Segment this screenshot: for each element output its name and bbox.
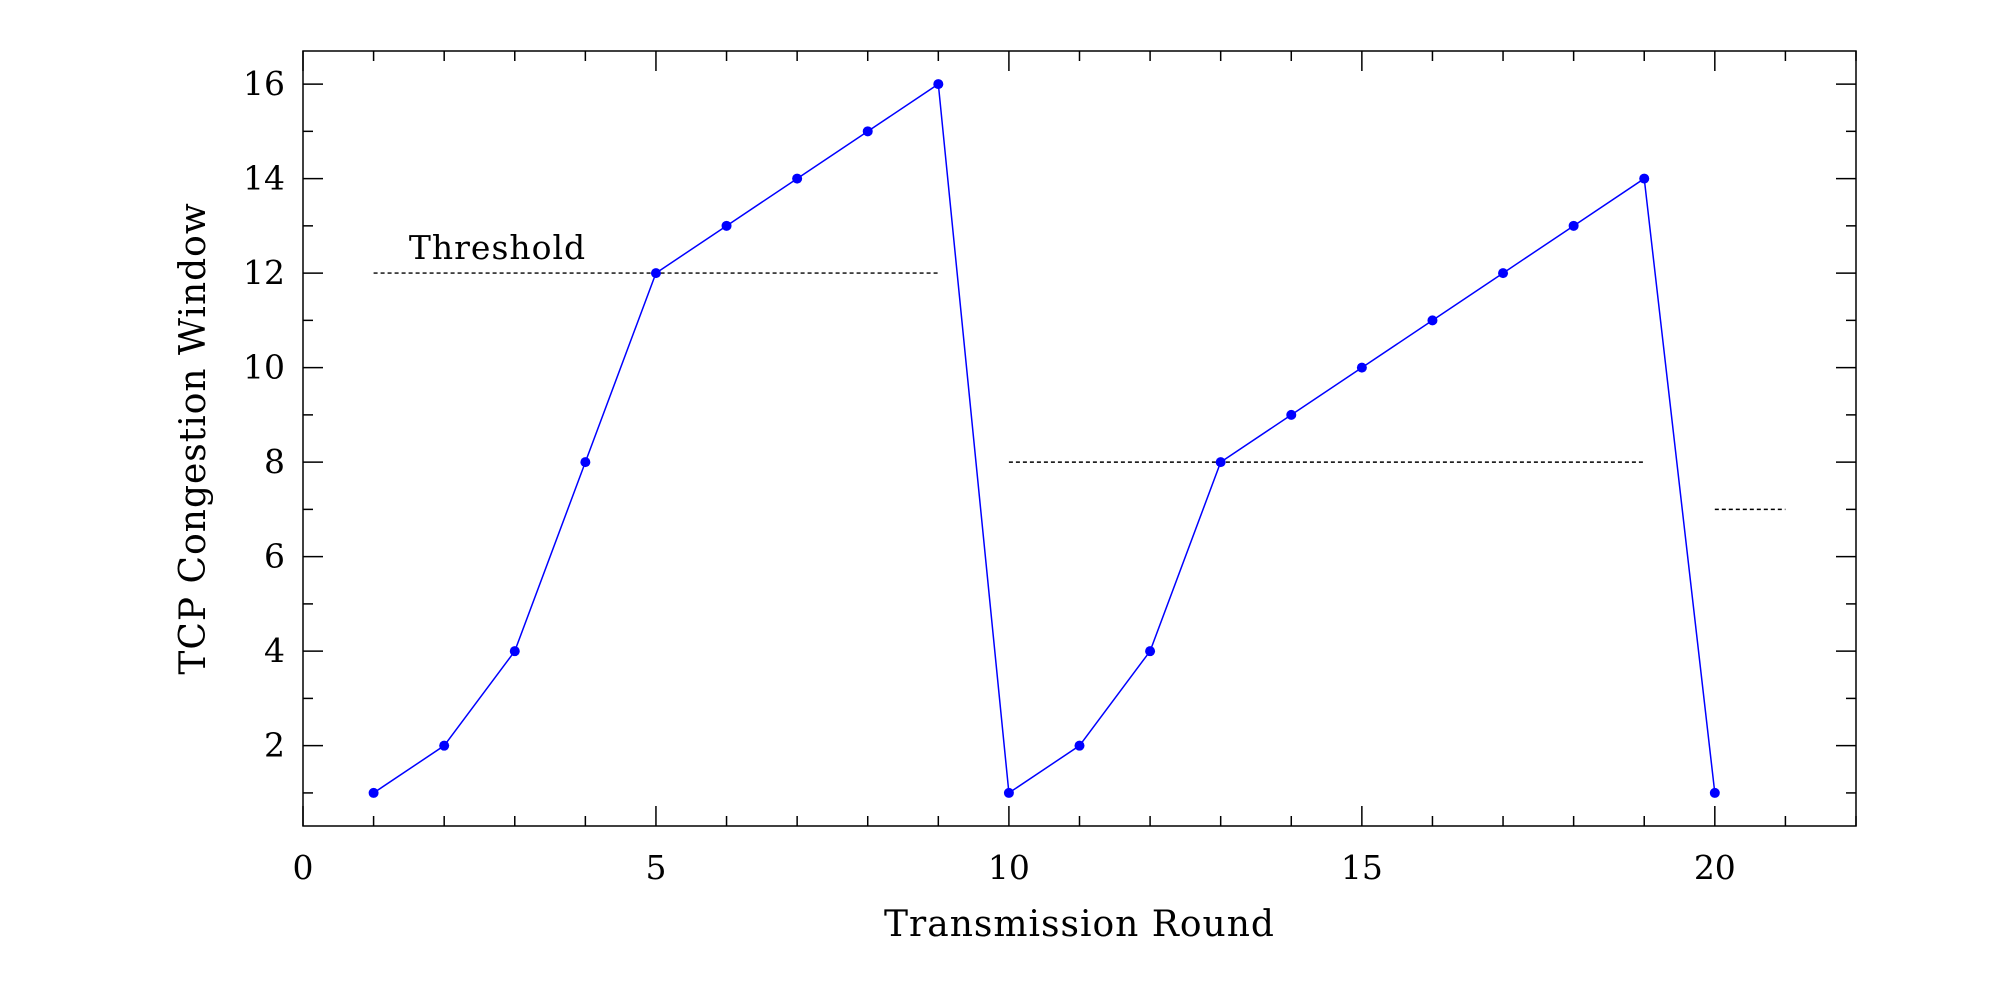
data-point [1568,220,1579,231]
data-point [439,740,450,751]
data-point [1709,787,1720,798]
data-point [650,268,661,279]
y-tick-label: 10 [243,348,285,387]
data-point [1498,268,1509,279]
series-line [373,82,1716,795]
plot-frame [302,50,1857,827]
axis-ticks [302,51,1857,826]
y-axis-title: TCP Congestion Window [173,202,214,674]
data-point [509,646,520,657]
y-tick-label: 14 [243,159,285,198]
data-point [1356,362,1367,373]
y-tick-label: 4 [264,631,285,670]
x-tick-label: 5 [645,848,666,887]
data-point [368,787,379,798]
y-tick-label: 6 [264,537,285,576]
data-point [1427,315,1438,326]
data-point [721,220,732,231]
x-tick-label: 0 [293,848,314,887]
threshold-annotation: Threshold [409,228,586,267]
data-point [1074,740,1085,751]
data-point [1145,646,1156,657]
y-tick-label: 12 [243,253,285,292]
data-point [580,457,591,468]
y-tick-label: 8 [264,442,285,481]
data-point [1286,409,1297,420]
x-tick-label: 10 [988,848,1030,887]
x-axis-title: Transmission Round [884,904,1275,945]
data-point [792,173,803,184]
data-point [1003,787,1014,798]
data-series [368,79,1720,798]
x-tick-label: 20 [1694,848,1736,887]
y-tick-label: 16 [243,64,285,103]
data-point [862,126,873,137]
x-tick-label: 15 [1341,848,1383,887]
tick-labels: 0 5 10 15 20 2 4 6 8 10 12 14 16 [243,64,1736,887]
y-tick-label: 2 [264,726,285,765]
data-point [933,79,944,90]
data-point [1215,457,1226,468]
data-point [1639,173,1650,184]
